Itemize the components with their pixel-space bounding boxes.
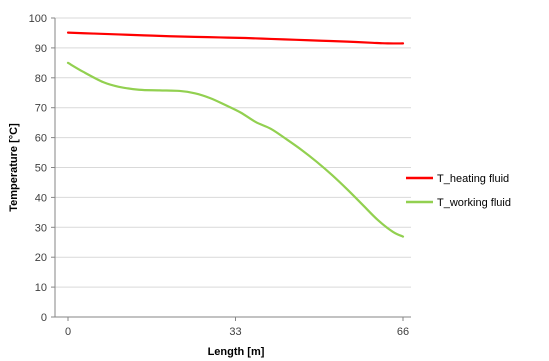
- series-lines: [66, 31, 405, 238]
- legend-label-1: T_heating fluid: [437, 173, 509, 185]
- x-tick-label-66: 66: [397, 326, 409, 338]
- legend-label-2: T_working fluid: [437, 197, 511, 209]
- y-tick-label-100: 100: [29, 13, 47, 25]
- series-line-2: [66, 61, 405, 238]
- series-line-1: [66, 31, 405, 45]
- y-tick-label-60: 60: [35, 133, 47, 145]
- grid-lines: [55, 17, 411, 288]
- y-tick-label-40: 40: [35, 192, 47, 204]
- axes: 0 10 20 30 40 50 60 70 80 90 100 0 33 66: [29, 13, 411, 338]
- y-tick-label-70: 70: [35, 103, 47, 115]
- x-tick-label-0: 0: [65, 326, 71, 338]
- y-tick-label-20: 20: [35, 252, 47, 264]
- legend: T_heating fluid T_working fluid: [406, 173, 511, 209]
- y-tick-label-10: 10: [35, 282, 47, 294]
- y-axis-title: Temperature [°C]: [8, 123, 20, 212]
- y-tick-label-90: 90: [35, 43, 47, 55]
- y-tick-label-50: 50: [35, 163, 47, 175]
- y-tick-label-0: 0: [41, 312, 47, 324]
- y-tick-label-80: 80: [35, 73, 47, 85]
- y-tick-label-30: 30: [35, 222, 47, 234]
- x-tick-label-33: 33: [229, 326, 241, 338]
- x-axis-title: Length [m]: [208, 346, 265, 358]
